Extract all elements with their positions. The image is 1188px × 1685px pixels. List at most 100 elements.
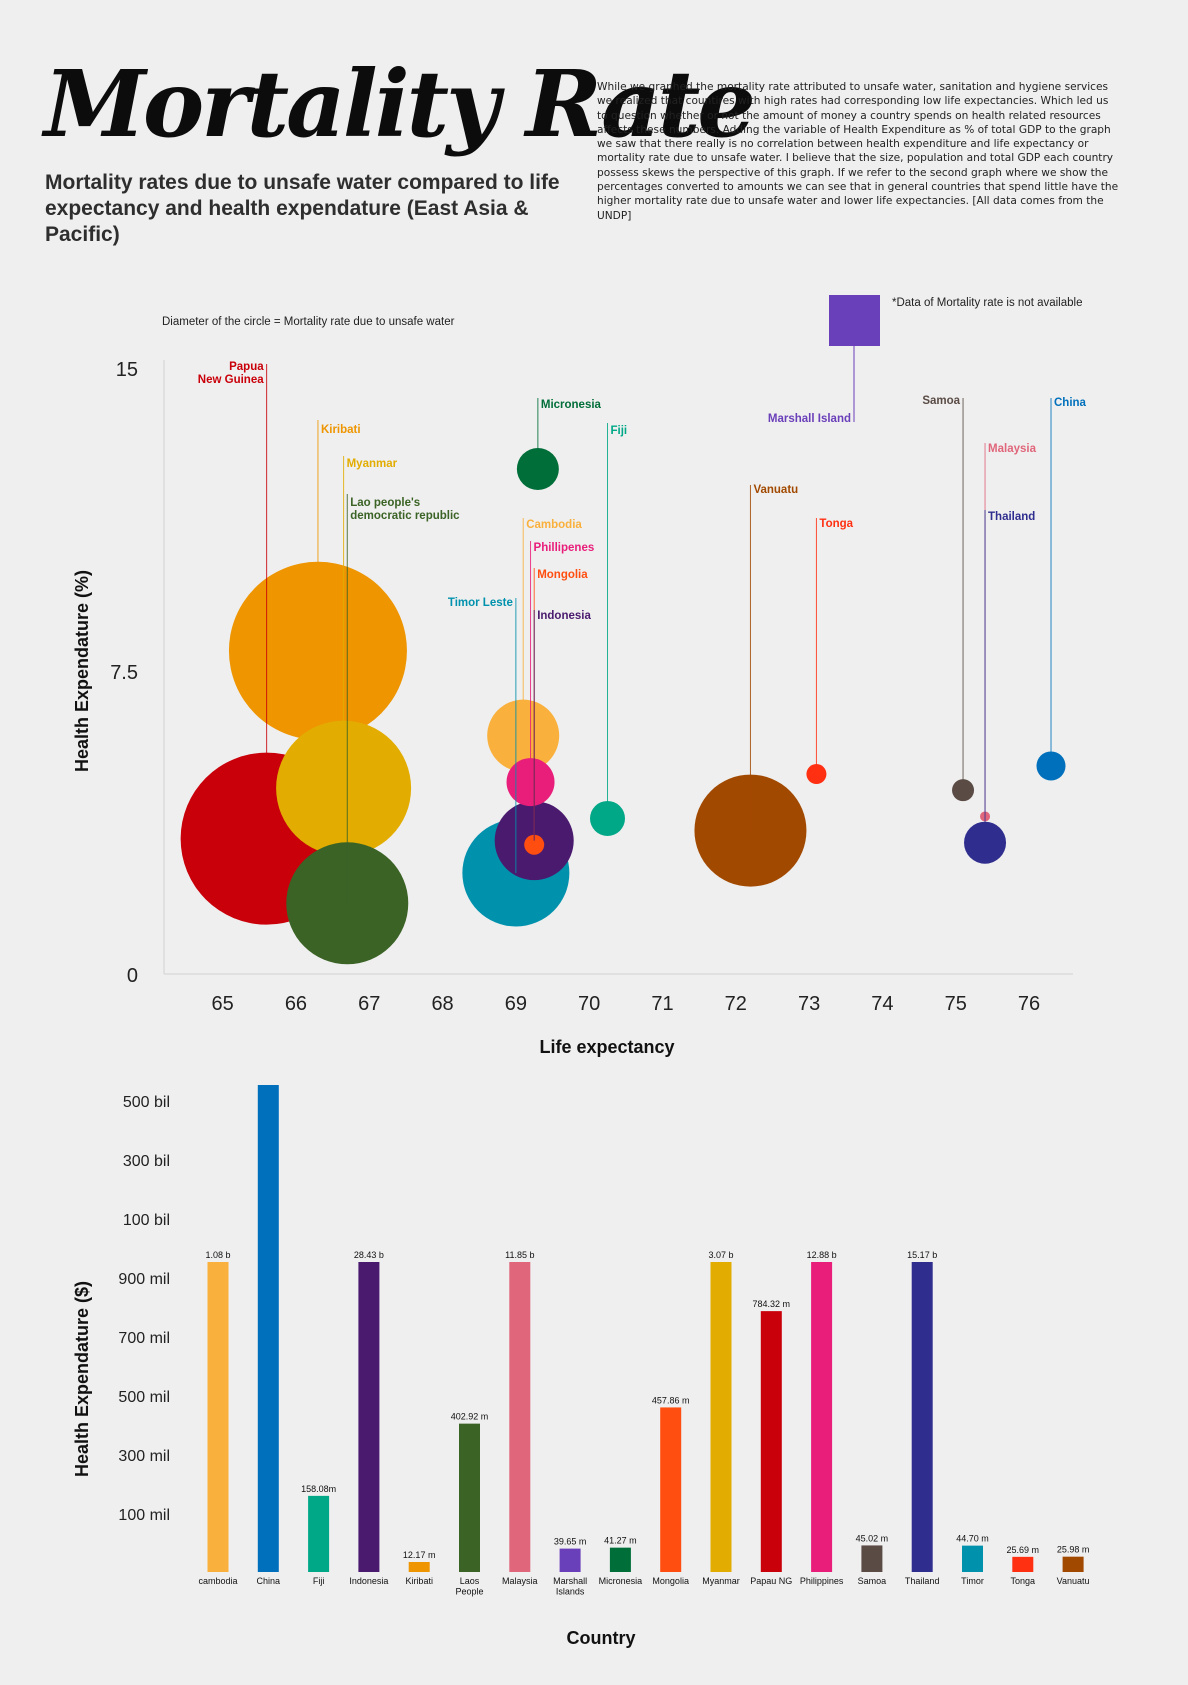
bar (811, 1262, 833, 1572)
y-tick-label: 300 mil (118, 1448, 170, 1465)
point-label: Marshall Island (768, 413, 851, 425)
unavailable-note: *Data of Mortality rate is not available (892, 297, 1082, 309)
x-tick-label: Micronesia (599, 1576, 643, 1586)
bubble-chart: 0 7.5 15 65 66 67 68 69 70 71 72 73 74 75 76 Life expec… (72, 295, 1087, 1057)
bar-value-label: 25.69 m (1007, 1545, 1040, 1555)
x-tick-label: 69 (505, 993, 527, 1015)
point-label: Kiribati (321, 424, 361, 436)
y-tick-label: 700 mil (118, 1330, 170, 1347)
x-tick-label: Kiribati (405, 1576, 433, 1586)
y-tick-label: 900 mil (118, 1271, 170, 1288)
point-label: Fiji (611, 425, 628, 437)
bar (358, 1262, 380, 1572)
point-label: Indonesia (537, 610, 591, 622)
x-axis-label: Country (567, 1628, 636, 1648)
y-tick-label: 500 bil (123, 1094, 170, 1111)
bar-value-label: 402.92 m (451, 1412, 489, 1422)
bar (962, 1545, 983, 1572)
point-label: Tonga (819, 518, 853, 530)
bar-value-label: 11.85 b (505, 1250, 534, 1260)
bar-value-label: 784.32 m (753, 1299, 791, 1309)
bar (710, 1262, 732, 1572)
x-tick-label: Myanmar (702, 1576, 740, 1586)
x-tick-label: 66 (285, 993, 307, 1015)
x-tick-label: Philippines (800, 1576, 844, 1586)
point-label: Phillipenes (534, 542, 595, 554)
x-tick-label: 76 (1018, 993, 1040, 1015)
x-tick-label: 72 (725, 993, 747, 1015)
bar-value-label: 12.17 m (403, 1550, 436, 1560)
bar-chart: 100 mil 300 mil 500 mil 700 mil 900 mil 100 b… (72, 1085, 1090, 1648)
page-subtitle: Mortality rates due to unsafe water comp… (45, 171, 560, 246)
point-label: Mongolia (537, 569, 588, 581)
point-label: Samoa (922, 395, 960, 407)
bar (408, 1562, 430, 1572)
bubble-point (806, 764, 827, 785)
bar (459, 1423, 480, 1572)
bar (1012, 1556, 1034, 1572)
description-text: While we graphed the mortality rate attr… (597, 81, 1119, 222)
point-label: Micronesia (541, 399, 602, 411)
x-tick-label: Laos People (455, 1576, 483, 1596)
bar-value-label: 44.70 m (956, 1534, 989, 1544)
x-tick-label: Samoa (858, 1576, 887, 1586)
bar-value-label: 1.08 b (205, 1250, 230, 1260)
x-tick-label: 71 (651, 993, 673, 1015)
bar (207, 1262, 229, 1572)
x-tick-label: 68 (431, 993, 453, 1015)
y-axis-label: Health Expendature ($) (72, 1281, 92, 1477)
x-tick-label: 70 (578, 993, 600, 1015)
x-tick-label: Marshall Islands (553, 1576, 587, 1596)
page-title: Mortality Rate (44, 50, 756, 158)
bar-value-label: 28.43 b (354, 1250, 384, 1260)
x-tick-label: Papau NG (750, 1576, 792, 1586)
x-tick-label: 75 (945, 993, 967, 1015)
x-axis-label: Life expectancy (539, 1037, 674, 1057)
bar (559, 1548, 581, 1572)
point-label: Cambodia (526, 519, 582, 531)
x-tick-label: 67 (358, 993, 380, 1015)
y-tick-label: 7.5 (110, 662, 138, 684)
y-tick-label: 100 bil (123, 1212, 170, 1229)
point-label: Papua New Guinea (198, 361, 264, 386)
point-label: Myanmar (347, 458, 398, 470)
y-tick-label: 500 mil (118, 1389, 170, 1406)
x-tick-label: 65 (212, 993, 234, 1015)
x-tick-label: Malaysia (502, 1576, 538, 1586)
size-legend-note: Diameter of the circle = Mortality rate … (162, 316, 455, 328)
x-tick-label: 74 (871, 993, 893, 1015)
x-tick-label: Thailand (905, 1576, 940, 1586)
point-label: Malaysia (988, 443, 1037, 455)
y-tick-label: 300 bil (123, 1153, 170, 1170)
point-label: Vanuatu (753, 484, 798, 496)
bar-value-label: 15.17 b (907, 1250, 937, 1260)
x-tick-label: Indonesia (349, 1576, 388, 1586)
bar-value-label: 158.08m (301, 1484, 336, 1494)
x-tick-label: Fiji (313, 1576, 325, 1586)
bar-value-label: 41.27 m (604, 1536, 637, 1546)
x-tick-label: Vanuatu (1057, 1576, 1090, 1586)
bar (509, 1262, 531, 1572)
bar (861, 1545, 883, 1572)
bar (609, 1547, 631, 1572)
x-tick-label: Tonga (1011, 1576, 1036, 1586)
y-tick-label: 15 (116, 359, 138, 381)
x-tick-label: cambodia (198, 1576, 237, 1586)
bar (257, 1085, 279, 1572)
x-tick-label: China (257, 1576, 281, 1586)
y-tick-label: 100 mil (118, 1507, 170, 1524)
bar-value-label: 457.86 m (652, 1395, 690, 1405)
bar-value-label: 39.65 m (554, 1537, 587, 1547)
bar-value-label: 3.07 b (708, 1250, 733, 1260)
bar (760, 1311, 782, 1572)
y-axis-label: Health Expendature (%) (72, 570, 92, 772)
x-tick-label: 73 (798, 993, 820, 1015)
point-label: China (1054, 397, 1087, 409)
unavailable-swatch (829, 295, 880, 346)
bar-value-label: 12.88 b (807, 1250, 837, 1260)
bar (911, 1262, 933, 1572)
x-tick-label: Timor (961, 1576, 984, 1586)
bar (308, 1495, 330, 1572)
point-label: Timor Leste (448, 597, 513, 609)
y-tick-label: 0 (127, 965, 138, 987)
